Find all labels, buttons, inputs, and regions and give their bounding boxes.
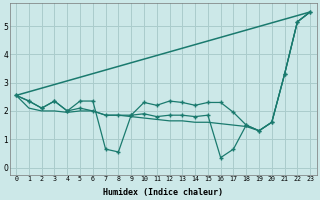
X-axis label: Humidex (Indice chaleur): Humidex (Indice chaleur) — [103, 188, 223, 197]
